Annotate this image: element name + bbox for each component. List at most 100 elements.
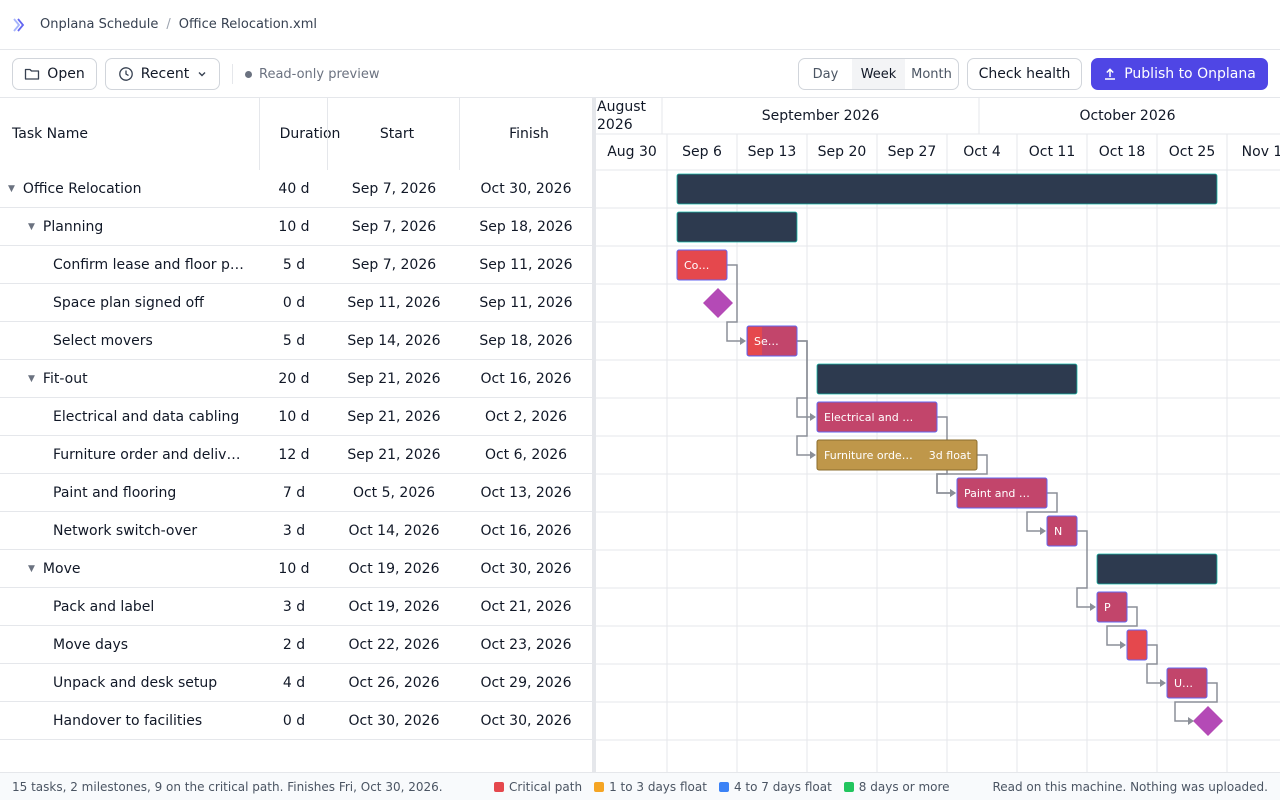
legend-item: 1 to 3 days float	[594, 780, 707, 794]
week-label: Nov 1	[1242, 144, 1280, 160]
task-start-cell: Oct 5, 2026	[352, 485, 436, 501]
column-header-start[interactable]: Start	[379, 126, 415, 142]
task-name: Network switch-over	[53, 523, 198, 539]
task-row[interactable]: Select movers 5 d Sep 14, 2026 Sep 18, 2026	[0, 322, 592, 360]
collapse-triangle-icon[interactable]: ▼	[28, 222, 35, 232]
task-row[interactable]: Network switch-over 3 d Oct 14, 2026 Oct 16…	[0, 512, 592, 550]
task-finish-cell: Sep 11, 2026	[479, 295, 573, 311]
upload-icon	[1105, 68, 1116, 80]
task-row[interactable]: Confirm lease and floor p… 5 d Sep 7, 2026…	[0, 246, 592, 284]
collapse-triangle-icon[interactable]: ▼	[8, 184, 15, 194]
task-start-cell: Sep 21, 2026	[347, 409, 441, 425]
task-name: Office Relocation	[22, 181, 142, 197]
task-name-cell: Paint and flooring	[53, 474, 176, 512]
pane-splitter[interactable]	[592, 98, 596, 772]
column-header-task-name[interactable]: Task Name	[12, 126, 88, 142]
recent-button[interactable]: Recent	[105, 58, 220, 90]
task-row[interactable]: Unpack and desk setup 4 d Oct 26, 2026 Oct …	[0, 664, 592, 702]
task-bar[interactable]	[1126, 629, 1148, 661]
task-bar[interactable]	[816, 401, 938, 433]
summary-bar[interactable]	[676, 211, 798, 243]
task-duration-cell: 10 d	[278, 561, 310, 577]
task-finish-cell: Oct 23, 2026	[480, 637, 572, 653]
collapse-triangle-icon[interactable]: ▼	[28, 374, 35, 384]
summary-task-row[interactable]: ▼ Fit-out 20 d Sep 21, 2026 Oct 16, 2026	[0, 360, 592, 398]
summary-task-row[interactable]: ▼ Planning 10 d Sep 7, 2026 Sep 18, 2026	[0, 208, 592, 246]
summary-bar[interactable]	[676, 173, 1218, 205]
task-duration-cell: 10 d	[278, 219, 310, 235]
publish-button[interactable]: Publish to Onplana	[1091, 58, 1268, 90]
task-name: Space plan signed off	[53, 295, 204, 311]
legend-label: Critical path	[509, 780, 583, 794]
week-label: Sep 13	[748, 144, 797, 160]
task-row[interactable]: Electrical and data cabling 10 d Sep 21, 2…	[0, 398, 592, 436]
check-health-button[interactable]: Check health	[967, 58, 1082, 90]
task-row[interactable]: Pack and label 3 d Oct 19, 2026 Oct 21, 202…	[0, 588, 592, 626]
legend-swatch	[594, 782, 605, 792]
float-legend: Critical path 1 to 3 days float 4 to 7 day…	[494, 773, 962, 800]
column-header-finish[interactable]: Finish	[509, 126, 549, 142]
view-week-tab[interactable]: Week	[852, 59, 905, 89]
open-button[interactable]: Open	[12, 58, 97, 90]
legend-label: 4 to 7 days float	[733, 780, 832, 794]
task-row[interactable]: Paint and flooring 7 d Oct 5, 2026 Oct 13, …	[0, 474, 592, 512]
task-bar[interactable]	[1166, 667, 1208, 699]
task-finish-cell: Oct 16, 2026	[480, 523, 572, 539]
summary-bar[interactable]	[1096, 553, 1218, 585]
milestone-diamond[interactable]	[703, 288, 733, 318]
task-bar-label: Co…	[684, 259, 709, 272]
task-name-cell: ▼ Move	[28, 550, 80, 588]
grid-header: Task Name Duration Start Finish	[0, 98, 592, 170]
task-name-cell: Move days	[53, 626, 128, 664]
legend-item: 8 days or more	[843, 780, 950, 794]
task-row[interactable]: Move days 2 d Oct 22, 2026 Oct 23, 2026	[0, 626, 592, 664]
project-summary: 15 tasks, 2 milestones, 9 on the critica…	[12, 780, 443, 794]
recent-label: Recent	[140, 66, 190, 82]
status-text: Read-only preview	[259, 66, 380, 82]
task-start-cell: Sep 7, 2026	[351, 181, 437, 197]
task-duration-cell: 12 d	[278, 447, 310, 463]
task-name-cell: ▼ Fit-out	[28, 360, 88, 398]
breadcrumb-app[interactable]: Onplana Schedule	[40, 17, 159, 32]
task-name: Furniture order and deliv…	[53, 447, 241, 463]
view-day-tab[interactable]: Day	[812, 66, 839, 82]
task-bar-label: P	[1104, 601, 1111, 614]
task-start-cell: Oct 26, 2026	[348, 675, 440, 691]
task-start-cell: Oct 30, 2026	[348, 713, 440, 729]
breadcrumb-file: Office Relocation.xml	[178, 17, 317, 32]
dependency-connector	[796, 340, 811, 418]
gantt-chart: August 2026 September 2026 October 2026 Aug …	[596, 98, 1280, 772]
view-month-tab[interactable]: Month	[911, 66, 952, 82]
task-bar[interactable]	[1096, 591, 1128, 623]
task-name: Pack and label	[53, 599, 155, 615]
legend-label: 8 days or more	[858, 780, 950, 794]
task-bar[interactable]	[816, 439, 978, 471]
collapse-triangle-icon[interactable]: ▼	[28, 564, 35, 574]
dependency-arrowhead	[1040, 527, 1046, 535]
month-label: October 2026	[1079, 108, 1175, 124]
task-bar-label: Furniture orde…	[824, 449, 913, 462]
week-label: Sep 20	[818, 144, 867, 160]
status-dot-icon	[245, 70, 252, 78]
task-finish-cell: Oct 30, 2026	[480, 181, 572, 197]
task-name-cell: Space plan signed off	[53, 284, 204, 322]
column-header-duration[interactable]: Duration	[279, 126, 341, 142]
task-duration-cell: 2 d	[282, 637, 306, 653]
task-bar[interactable]	[956, 477, 1048, 509]
clock-icon	[118, 67, 133, 81]
dependency-arrowhead	[810, 451, 816, 459]
task-bar[interactable]	[676, 249, 728, 281]
privacy-note: Read on this machine. Nothing was upload…	[992, 780, 1268, 794]
summary-bar[interactable]	[816, 363, 1078, 395]
task-row[interactable]: Furniture order and deliv… 12 d Sep 21, 20…	[0, 436, 592, 474]
month-label: September 2026	[762, 108, 880, 124]
task-bar[interactable]	[1046, 515, 1078, 547]
summary-task-row[interactable]: ▼ Move 10 d Oct 19, 2026 Oct 30, 2026	[0, 550, 592, 588]
task-start-cell: Oct 14, 2026	[348, 523, 440, 539]
task-row[interactable]: Handover to facilities 0 d Oct 30, 2026 Oct…	[0, 702, 592, 740]
legend-swatch	[718, 782, 729, 792]
summary-task-row[interactable]: ▼ Office Relocation 40 d Sep 7, 2026 Oct 30,…	[0, 170, 592, 208]
milestone-diamond[interactable]	[1193, 706, 1223, 736]
task-duration-cell: 4 d	[282, 675, 306, 691]
task-row[interactable]: Space plan signed off 0 d Sep 11, 2026 Sep …	[0, 284, 592, 322]
